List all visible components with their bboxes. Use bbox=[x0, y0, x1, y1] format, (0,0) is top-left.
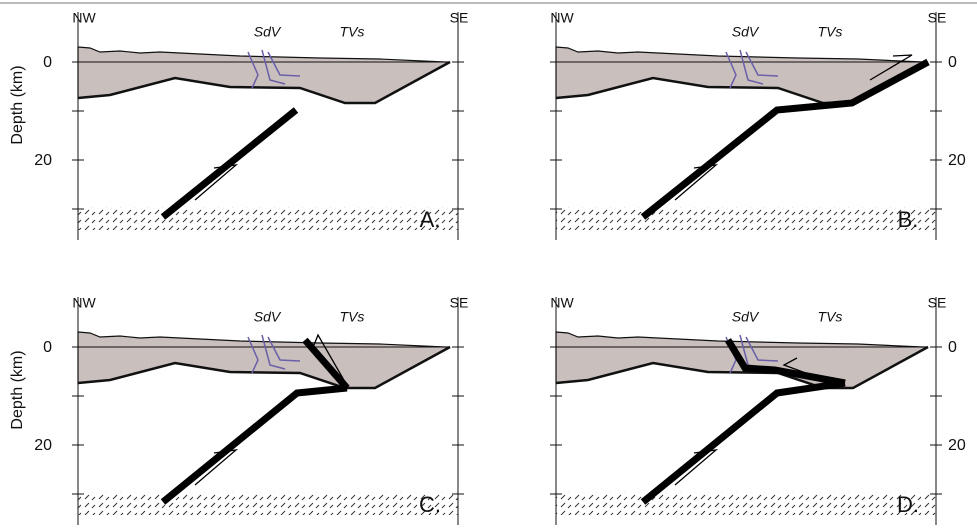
fault bbox=[725, 338, 846, 387]
basin-floor bbox=[77, 345, 451, 390]
tvs-label: TVs bbox=[340, 309, 365, 325]
tvs-label: TVs bbox=[818, 309, 843, 325]
basement bbox=[556, 207, 936, 230]
basement bbox=[78, 207, 458, 230]
basin-floor bbox=[555, 345, 929, 390]
fault bbox=[160, 384, 348, 505]
slip-arrow bbox=[311, 333, 346, 383]
nw-label: NW bbox=[72, 295, 96, 311]
panel: NW SE SdV TVs A. 0 20 Depth (km) bbox=[9, 10, 468, 240]
slip-arrow bbox=[782, 357, 831, 383]
volcanic-feeder bbox=[261, 49, 286, 85]
volcanic-feeder bbox=[739, 49, 764, 85]
tvs-label: TVs bbox=[340, 24, 365, 40]
depth-tick-label: 20 bbox=[34, 437, 52, 454]
panel: NW SE SdV TVs D. 0 20 bbox=[550, 295, 966, 525]
slip-arrow bbox=[869, 54, 913, 81]
axis-label: Depth (km) bbox=[9, 65, 26, 144]
se-label: SE bbox=[928, 295, 947, 311]
fault bbox=[160, 107, 299, 220]
volcanic-feeder bbox=[725, 51, 737, 89]
sdv-label: SdV bbox=[732, 24, 760, 40]
depth-tick-label: 0 bbox=[43, 54, 52, 71]
basin-floor bbox=[77, 60, 451, 105]
panel-letter: C. bbox=[419, 492, 441, 517]
depth-tick-label: 20 bbox=[948, 152, 966, 169]
fault bbox=[302, 337, 350, 391]
depth-tick-label: 0 bbox=[948, 339, 957, 356]
depth-tick-label: 20 bbox=[34, 152, 52, 169]
volcanic-feeder bbox=[745, 51, 779, 77]
volcanic-feeder bbox=[247, 51, 259, 89]
fault bbox=[640, 379, 846, 505]
panel-letter: A. bbox=[420, 207, 441, 232]
volcanic-feeder bbox=[267, 51, 301, 77]
tvs-label: TVs bbox=[818, 24, 843, 40]
depth-tick-label: 0 bbox=[948, 54, 957, 71]
volcanic-feeder bbox=[247, 336, 259, 374]
slip-arrow bbox=[194, 449, 239, 486]
basement bbox=[78, 492, 458, 515]
panel: NW SE SdV TVs C. 0 20 Depth (km) bbox=[9, 295, 468, 525]
axis-label: Depth (km) bbox=[9, 350, 26, 429]
slip-arrow bbox=[674, 164, 719, 201]
fault bbox=[640, 58, 930, 220]
basement bbox=[556, 492, 936, 515]
se-label: SE bbox=[928, 10, 947, 26]
se-label: SE bbox=[450, 295, 469, 311]
sdv-label: SdV bbox=[254, 309, 282, 325]
sdv-label: SdV bbox=[254, 24, 282, 40]
panel: NW SE SdV TVs B. 0 20 bbox=[550, 10, 966, 240]
depth-tick-label: 20 bbox=[948, 437, 966, 454]
volcanic-feeder bbox=[261, 334, 286, 370]
panel-letter: B. bbox=[898, 207, 919, 232]
panel-letter: D. bbox=[897, 492, 919, 517]
se-label: SE bbox=[450, 10, 469, 26]
slip-arrow bbox=[674, 449, 719, 486]
nw-label: NW bbox=[72, 10, 96, 26]
nw-label: NW bbox=[550, 295, 574, 311]
nw-label: NW bbox=[550, 10, 574, 26]
depth-tick-label: 0 bbox=[43, 339, 52, 356]
sdv-label: SdV bbox=[732, 309, 760, 325]
volcanic-feeder bbox=[267, 336, 301, 362]
volcanic-feeder bbox=[745, 336, 779, 362]
slip-arrow bbox=[194, 164, 239, 201]
